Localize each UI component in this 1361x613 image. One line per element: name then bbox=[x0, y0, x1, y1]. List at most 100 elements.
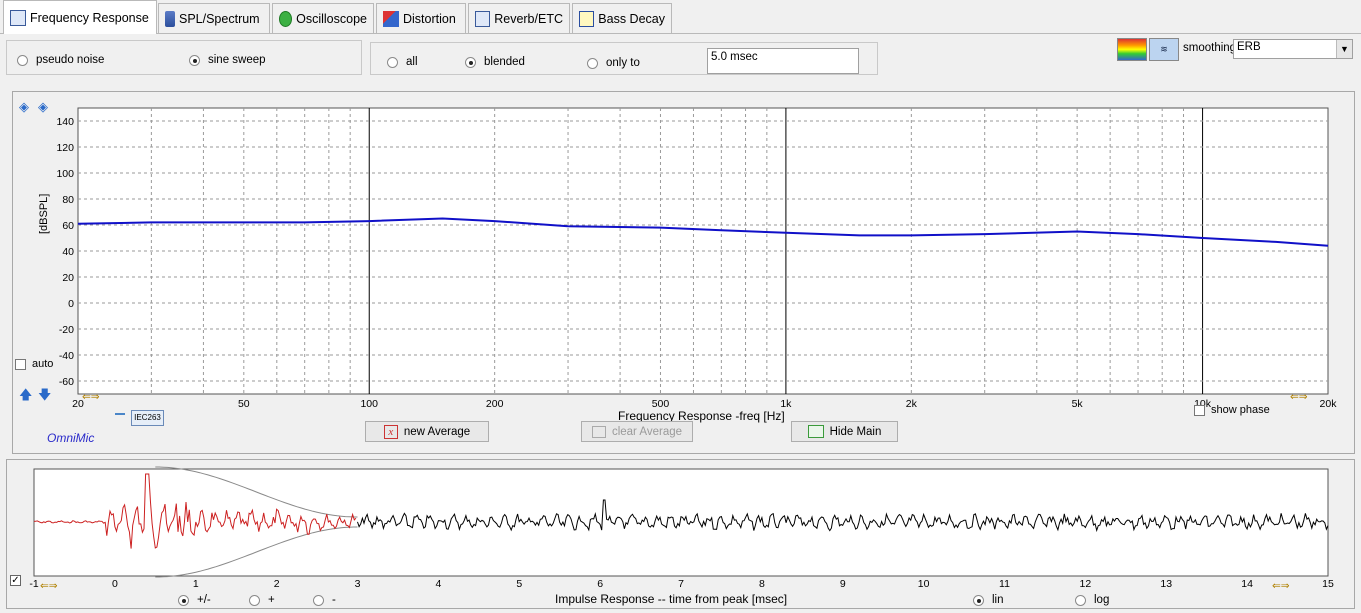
show-phase-checkbox[interactable]: show phase bbox=[1194, 404, 1270, 416]
impulse-response-chart: -1 0 1 2 3 4 5 6 7 8 9 10 11 12 13 14 15⇐⇒ ⇐⇒ bbox=[29, 466, 1334, 592]
radio-dot bbox=[587, 57, 598, 69]
impulse-x-tick-label: 3 bbox=[355, 578, 361, 590]
tab-frequency-response[interactable]: Frequency Response bbox=[3, 0, 157, 34]
x-tick-label: 1k bbox=[780, 398, 792, 410]
impulse-x-tick-label: 9 bbox=[840, 578, 846, 590]
scroll-left-icon: ⇐⇒ bbox=[82, 391, 100, 403]
scale-log-radio[interactable]: log bbox=[1075, 594, 1109, 606]
smoothing-label: smoothing bbox=[1183, 42, 1237, 54]
spl-meter-icon bbox=[165, 10, 175, 27]
polarity-both-radio[interactable]: +/- bbox=[178, 594, 211, 606]
spectrogram-icon: ≋ bbox=[1160, 44, 1168, 54]
impulse-x-tick-label: 1 bbox=[193, 578, 199, 590]
clear-average-button[interactable]: clear Average bbox=[581, 421, 693, 442]
new-average-button[interactable]: x new Average bbox=[365, 421, 489, 442]
impulse-x-tick-label: 8 bbox=[759, 578, 765, 590]
y-tick-label: 0 bbox=[68, 298, 74, 310]
spectrogram-view-button[interactable]: ≋ bbox=[1149, 38, 1179, 61]
polarity-plus-radio[interactable]: + bbox=[249, 594, 275, 606]
gate-only-to-radio[interactable]: only to bbox=[587, 57, 640, 69]
radio-dot-selected bbox=[465, 56, 476, 68]
signal-type-group: pseudo noise sine sweep bbox=[6, 40, 362, 75]
checkbox-box bbox=[1194, 404, 1205, 416]
x-tick-label: 5k bbox=[1072, 398, 1084, 410]
y-tick-label: 100 bbox=[56, 168, 74, 180]
y-tick-label: 40 bbox=[62, 246, 74, 258]
arrow-down-icon[interactable]: 🡇 bbox=[38, 387, 52, 402]
sine-sweep-radio[interactable]: sine sweep bbox=[189, 54, 266, 66]
x-tick-label: 20 bbox=[72, 398, 84, 410]
radio-dot bbox=[17, 54, 28, 66]
gate-time-input[interactable]: 5.0 msec bbox=[707, 48, 859, 74]
x-tick-label: 100 bbox=[360, 398, 378, 410]
radio-dot bbox=[249, 594, 260, 606]
x-tick-label: 20k bbox=[1320, 398, 1338, 410]
impulse-pre-gate-trace bbox=[33, 473, 357, 549]
legend-tag[interactable]: IEC263 bbox=[131, 410, 164, 426]
impulse-x-tick-label: 11 bbox=[999, 578, 1010, 590]
impulse-x-tick-label: 10 bbox=[918, 578, 930, 590]
chevron-down-icon[interactable]: ▼ bbox=[1336, 40, 1352, 58]
legend-color-swatch bbox=[115, 413, 125, 415]
frequency-response-trace bbox=[77, 217, 1329, 247]
gate-group: all blended only to 5.0 msec bbox=[370, 42, 878, 75]
y-tick-label: 20 bbox=[62, 272, 74, 284]
impulse-scroll-left-icon: ⇐⇒ bbox=[40, 580, 58, 592]
polarity-minus-radio[interactable]: - bbox=[313, 594, 336, 606]
impulse-x-tick-label: 15 bbox=[1322, 578, 1334, 590]
impulse-x-tick-label: 5 bbox=[516, 578, 522, 590]
impulse-x-tick-label: 14 bbox=[1241, 578, 1253, 590]
tab-spl-spectrum[interactable]: SPL/Spectrum bbox=[158, 3, 270, 33]
impulse-x-tick-label: 12 bbox=[1080, 578, 1092, 590]
zoom-contract-icon[interactable]: ◈ bbox=[38, 99, 48, 114]
impulse-x-tick-label: 0 bbox=[112, 578, 118, 590]
waterfall-view-button[interactable] bbox=[1117, 38, 1147, 61]
oscilloscope-icon bbox=[279, 10, 293, 27]
gate-envelope-lower bbox=[155, 526, 358, 578]
x-tick-label: 50 bbox=[238, 398, 250, 410]
impulse-plot-area bbox=[33, 468, 1329, 577]
scroll-right-icon: ⇐⇒ bbox=[1290, 391, 1308, 403]
scale-lin-radio[interactable]: lin bbox=[973, 594, 1004, 606]
tab-bass-decay[interactable]: Bass Decay bbox=[572, 3, 672, 33]
gate-blended-radio[interactable]: blended bbox=[465, 56, 525, 68]
impulse-x-tick-label: 7 bbox=[678, 578, 684, 590]
gate-all-radio[interactable]: all bbox=[387, 56, 418, 68]
impulse-x-tick-label: 13 bbox=[1160, 578, 1172, 590]
tab-reverb-etc[interactable]: Reverb/ETC bbox=[468, 3, 570, 33]
tab-oscilloscope[interactable]: Oscilloscope bbox=[272, 3, 374, 33]
zoom-expand-icon[interactable]: ◈ bbox=[19, 99, 29, 114]
gate-envelope-upper bbox=[155, 466, 358, 518]
impulse-scroll-right-icon: ⇐⇒ bbox=[1272, 580, 1290, 592]
pseudo-noise-radio[interactable]: pseudo noise bbox=[17, 54, 104, 66]
hide-main-button[interactable]: Hide Main bbox=[791, 421, 898, 442]
y-tick-label: 80 bbox=[62, 194, 74, 206]
radio-dot bbox=[387, 56, 398, 68]
radio-dot bbox=[1075, 594, 1086, 606]
x-tick-label: 2k bbox=[906, 398, 918, 410]
x-tick-label: 200 bbox=[486, 398, 504, 410]
tab-distortion[interactable]: Distortion bbox=[376, 3, 466, 33]
radio-dot bbox=[313, 594, 324, 606]
arrow-up-icon[interactable]: 🡅 bbox=[19, 387, 33, 402]
y-tick-label: 60 bbox=[62, 220, 74, 232]
y-tick-label: 140 bbox=[56, 116, 74, 128]
impulse-x-tick-label: 2 bbox=[274, 578, 280, 590]
frequency-response-icon bbox=[10, 9, 26, 26]
bass-decay-icon bbox=[579, 10, 595, 27]
reverb-icon bbox=[475, 10, 491, 27]
y-tick-label: 120 bbox=[56, 142, 74, 154]
auto-scale-checkbox[interactable]: auto bbox=[15, 358, 53, 370]
impulse-checkbox[interactable]: ✓ bbox=[10, 575, 21, 586]
y-tick-label: -40 bbox=[59, 350, 74, 362]
impulse-post-gate-trace bbox=[357, 499, 1329, 533]
hide-main-icon bbox=[807, 425, 824, 438]
smoothing-select[interactable]: ERB ▼ bbox=[1233, 39, 1353, 59]
checkbox-box bbox=[15, 358, 26, 370]
x-tick-label: 500 bbox=[652, 398, 670, 410]
clear-average-icon bbox=[591, 425, 606, 438]
average-icon: x bbox=[383, 424, 398, 439]
y-tick-label: -60 bbox=[59, 376, 74, 388]
impulse-x-tick-label: 4 bbox=[435, 578, 441, 590]
